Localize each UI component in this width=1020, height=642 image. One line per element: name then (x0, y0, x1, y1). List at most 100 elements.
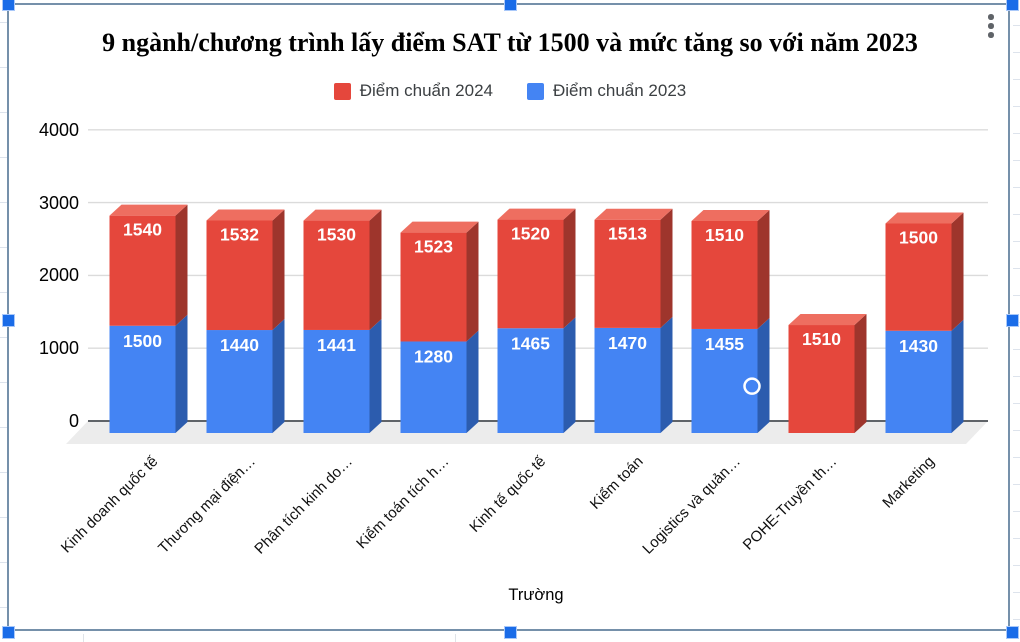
bar-segment-2024-front[interactable] (594, 219, 661, 328)
bar-segment-2023-front[interactable] (303, 329, 370, 433)
sheet-gridline (1013, 592, 1020, 593)
sheet-gridline (1013, 457, 1020, 458)
bar-value-2023: 1500 (123, 331, 162, 351)
selection-handle-n[interactable] (503, 0, 517, 11)
bar-segment-2024-side[interactable] (175, 204, 188, 326)
y-axis-tick-label: 3000 (38, 192, 79, 213)
selection-handle-e[interactable] (1005, 313, 1019, 327)
bar-segment-2024-side[interactable] (951, 212, 964, 331)
sheet-gridline (0, 112, 7, 113)
bar-segment-2024-front[interactable] (400, 232, 467, 342)
sheet-gridline (0, 562, 7, 563)
bar-segment-2023-front[interactable] (109, 325, 176, 433)
bar-value-2023: 1280 (414, 346, 453, 366)
bar-segment-2024-front[interactable] (109, 215, 176, 326)
sheet-gridline (0, 472, 7, 473)
bar-value-2024: 1532 (220, 225, 259, 245)
bar-segment-2024-front[interactable] (206, 220, 273, 331)
bar-value-2023: 1440 (220, 335, 259, 355)
bar-value-2024: 1523 (414, 237, 453, 257)
sheet-gridline (1013, 295, 1020, 296)
selection-handle-ne[interactable] (1005, 0, 1019, 11)
bar-segment-2024-side[interactable] (757, 210, 770, 329)
kebab-icon (988, 23, 994, 29)
legend-label-2023: Điểm chuẩn 2023 (553, 81, 687, 100)
sheet-gridline (0, 22, 7, 23)
legend-label-2024: Điểm chuẩn 2024 (359, 81, 493, 100)
bar-segment-2024-side[interactable] (272, 209, 285, 331)
sheet-gridline (1013, 430, 1020, 431)
selection-handle-sw[interactable] (1, 625, 15, 639)
bar-segment-2024-side[interactable] (563, 208, 576, 329)
selected-point-marker[interactable] (743, 377, 761, 395)
bar-value-2024: 1510 (705, 225, 744, 245)
bar-segment-2024-side[interactable] (369, 209, 382, 330)
sheet-gridline (83, 634, 84, 642)
bar-segment-2024-top (303, 209, 382, 221)
sheet-gridline (0, 247, 7, 248)
sheet-gridline (0, 157, 7, 158)
sheet-gridline (1013, 214, 1020, 215)
sheet-gridline (1013, 52, 1020, 53)
bar-segment-2024-front[interactable] (303, 220, 370, 330)
bar-segment-2024-front[interactable] (497, 219, 564, 329)
legend-marker-2024 (333, 82, 351, 100)
bar-segment-2023-side[interactable] (757, 317, 770, 433)
bar-segment-2024-top (594, 208, 673, 220)
sheet-gridline (1013, 565, 1020, 566)
bar-segment-2023-side[interactable] (563, 317, 576, 433)
bar-segment-2023-side[interactable] (369, 318, 382, 433)
bar-segment-2023-front[interactable] (206, 330, 273, 433)
bar-segment-2023-front[interactable] (885, 330, 952, 433)
bar-segment-2024-side[interactable] (854, 314, 867, 433)
sheet-gridline (1013, 619, 1020, 620)
sheet-gridline (0, 427, 7, 428)
bar-segment-2024-side[interactable] (466, 221, 479, 342)
sheet-gridline (0, 382, 7, 383)
y-axis-tick-label: 1000 (38, 338, 79, 359)
sheet-gridline (0, 202, 7, 203)
bar-segment-2024-top (109, 204, 188, 216)
bar-segment-2024-side[interactable] (660, 208, 673, 328)
chart-options-menu-button[interactable] (984, 14, 998, 42)
bar-segment-2024-top (206, 209, 285, 221)
bar-value-2024: 1530 (317, 225, 356, 245)
bar-segment-2023-side[interactable] (951, 319, 964, 433)
bar-segment-2023-side[interactable] (466, 330, 479, 433)
bar-segment-2023-front[interactable] (594, 327, 661, 433)
selection-handle-se[interactable] (1005, 625, 1019, 639)
legend-item-2023[interactable]: Điểm chuẩn 2023 (527, 81, 686, 101)
bar-segment-2023-side[interactable] (272, 319, 285, 433)
bar-value-2023: 1441 (317, 335, 356, 355)
sheet-gridline (1013, 511, 1020, 512)
sheet-gridline (1013, 79, 1020, 80)
legend-item-2024[interactable]: Điểm chuẩn 2024 (333, 81, 493, 101)
bar-segment-2023-front[interactable] (497, 328, 564, 433)
selection-handle-nw[interactable] (1, 0, 15, 11)
sheet-gridline (1013, 376, 1020, 377)
bar-segment-2024-top (400, 221, 479, 233)
bar-segment-2024-front[interactable] (885, 223, 952, 331)
x-axis-title: Trường (508, 586, 564, 604)
bar-segment-2024-front[interactable] (691, 221, 758, 329)
sheet-gridline (1013, 133, 1020, 134)
sheet-gridline (1013, 484, 1020, 485)
sheet-gridline (0, 67, 7, 68)
bar-value-2024: 1540 (123, 220, 162, 240)
sheet-gridline (0, 607, 7, 608)
bar-segment-2024-front[interactable] (788, 325, 855, 433)
bar-value-2024: 1520 (511, 224, 550, 244)
sheet-gridline (1013, 403, 1020, 404)
bar-value-2023: 1455 (705, 334, 744, 354)
bar-segment-2023-front[interactable] (400, 341, 467, 433)
bar-value-2023: 1430 (899, 336, 938, 356)
sheet-gridline (1013, 538, 1020, 539)
selection-handle-w[interactable] (1, 313, 15, 327)
selection-handle-s[interactable] (503, 625, 517, 639)
bar-segment-2023-side[interactable] (660, 316, 673, 433)
bar-value-2024: 1510 (802, 329, 841, 349)
bar-segment-2023-side[interactable] (175, 314, 188, 433)
sheet-gridline (1013, 349, 1020, 350)
bar-value-2024: 1513 (608, 224, 647, 244)
